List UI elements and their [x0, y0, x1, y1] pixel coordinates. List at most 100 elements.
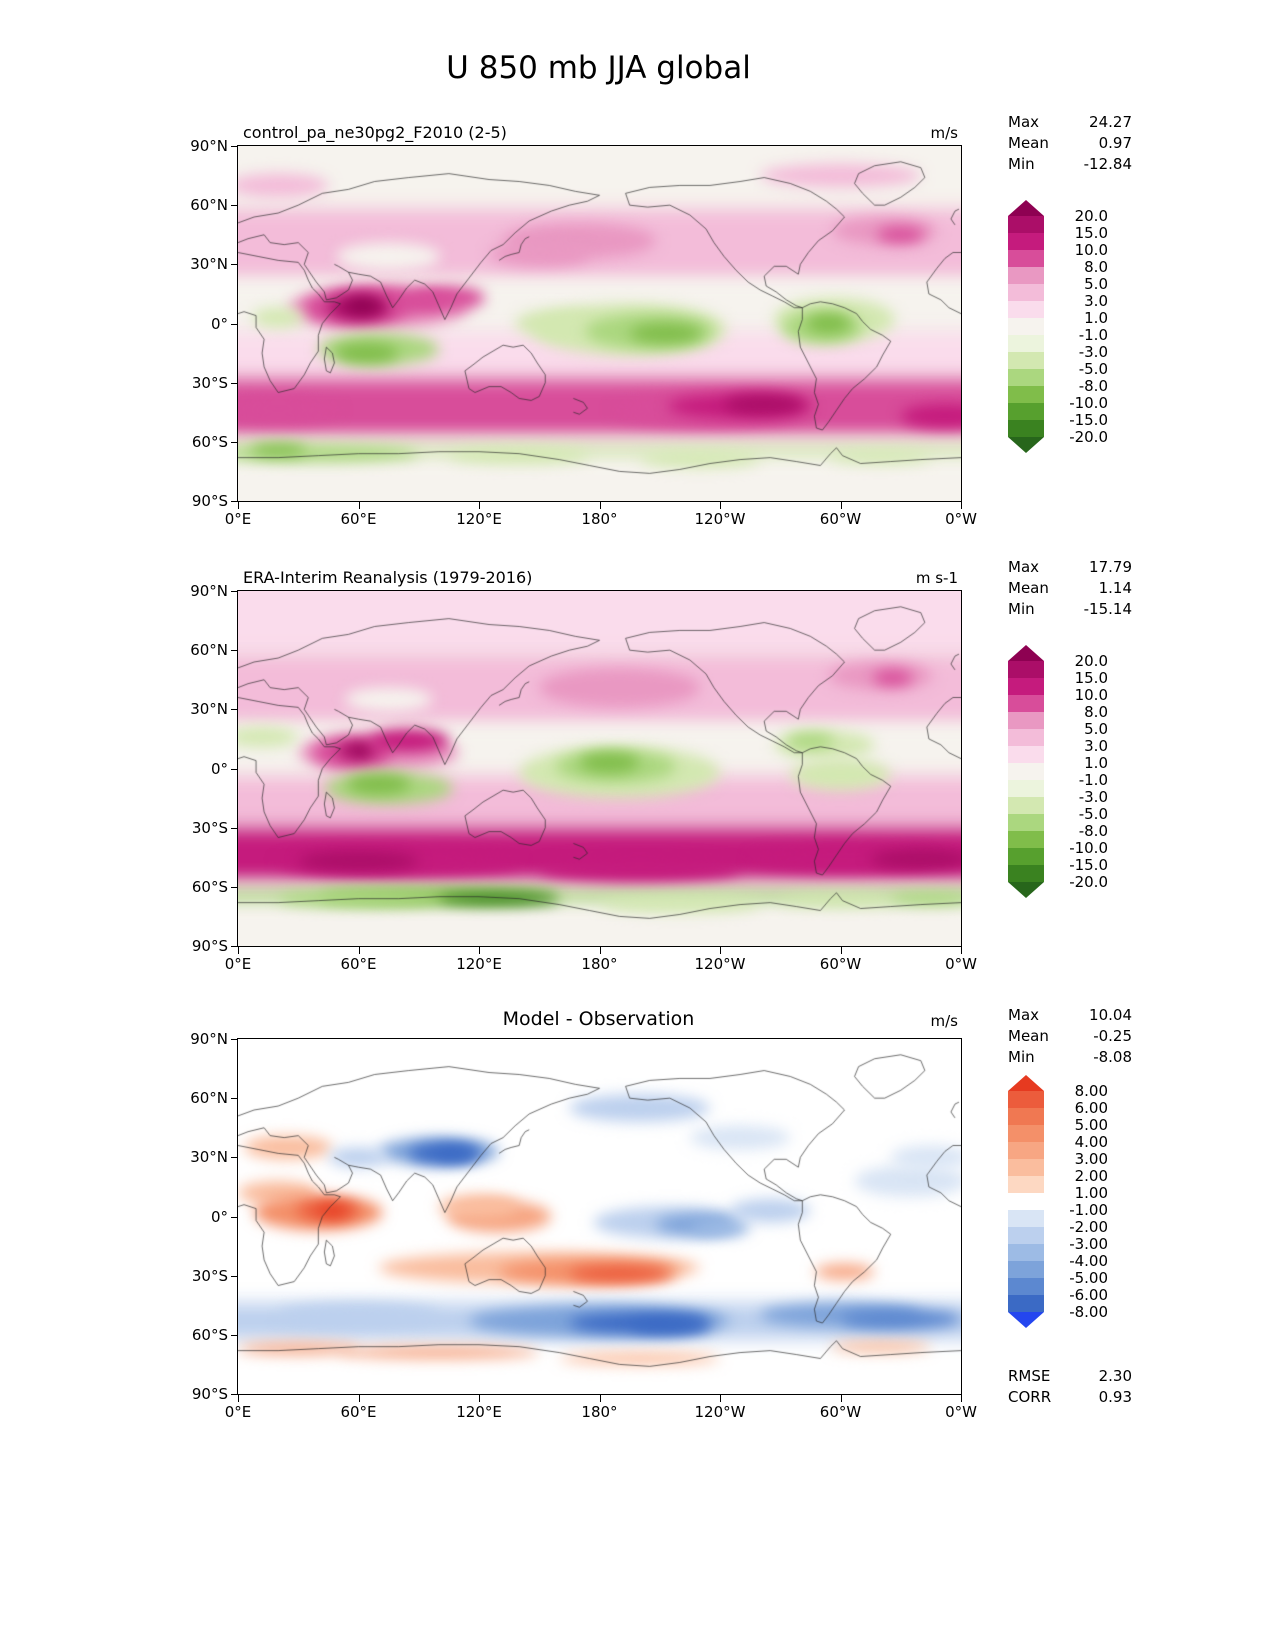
- colorbar-segment: [1008, 233, 1044, 250]
- figure-title: U 850 mb JJA global: [446, 50, 751, 86]
- panel3-title: Model - Observation: [502, 1008, 695, 1030]
- colorbar-segment: [1008, 1227, 1044, 1244]
- x-axis-tick-mark: [599, 947, 601, 954]
- y-axis-tick-mark: [231, 1157, 237, 1159]
- x-axis-tick-mark: [238, 947, 239, 954]
- y-axis-tick-label: 60°S: [191, 877, 228, 896]
- y-axis-tick-label: 60°N: [190, 641, 228, 660]
- colorbar-segment: [1008, 301, 1044, 318]
- stat-label: RMSE: [1008, 1367, 1051, 1385]
- x-axis-tick-label: 0°E: [224, 1403, 252, 1421]
- y-axis-tick-label: 30°N: [190, 255, 228, 274]
- colorbar-segment: [1008, 729, 1044, 746]
- colorbar-segment: [1008, 831, 1044, 848]
- x-axis-tick-label: 60°E: [340, 510, 377, 528]
- x-axis-tick-mark: [961, 1395, 962, 1402]
- colorbar-segment: [1008, 678, 1044, 695]
- stat-value: 0.97: [1098, 134, 1132, 152]
- y-axis-tick-label: 60°N: [190, 196, 228, 215]
- y-axis-tick-mark: [231, 886, 237, 888]
- y-axis-tick-mark: [231, 709, 237, 711]
- y-axis-tick-mark: [231, 1275, 237, 1277]
- colorbar-tick-label: 4.00: [1074, 1133, 1108, 1151]
- y-axis-tick-label: 0°: [210, 759, 228, 778]
- y-axis-tick-mark: [231, 1098, 237, 1100]
- colorbar-segment: [1008, 386, 1044, 403]
- colorbar-tick-label: 10.0: [1074, 241, 1108, 259]
- y-axis-tick-label: 90°S: [191, 937, 228, 955]
- y-axis-tick-label: 60°N: [190, 1089, 228, 1108]
- x-axis-tick-label: 0°W: [945, 510, 977, 528]
- y-axis-tick-mark: [231, 205, 237, 207]
- colorbar-tick-label: 20.0: [1074, 652, 1108, 670]
- stat-row: Mean 0.97: [1008, 133, 1132, 154]
- map-era-canvas: [238, 591, 961, 946]
- colorbar-tick-label: 1.0: [1084, 309, 1108, 327]
- y-axis-tick-mark: [231, 768, 237, 770]
- colorbar-tick-label: 8.0: [1084, 703, 1108, 721]
- stat-row: Max 10.04: [1008, 1005, 1132, 1026]
- stats-difference: Max 10.04 Mean -0.25 Min -8.08: [1008, 1005, 1132, 1068]
- stats-era: Max 17.79 Mean 1.14 Min -15.14: [1008, 557, 1132, 620]
- stat-value: 17.79: [1089, 558, 1132, 576]
- stat-label: CORR: [1008, 1388, 1052, 1406]
- colorbar-model: 20.0 15.0 10.0 8.0 5.0 3.0 1.0 -1.0 -3.0 -5.0 -8.0…: [1008, 200, 1108, 453]
- x-axis-tick-mark: [840, 947, 842, 954]
- colorbar-segment: [1008, 420, 1044, 437]
- panel2-title: ERA-Interim Reanalysis (1979-2016): [243, 568, 533, 587]
- y-axis-tick-mark: [231, 382, 237, 384]
- colorbar-tick-label: -1.0: [1078, 771, 1108, 789]
- panel3-units: m/s: [930, 1012, 958, 1030]
- x-axis-tick-label: 60°W: [819, 955, 862, 973]
- colorbar-segment: [1008, 250, 1044, 267]
- y-axis-tick-mark: [231, 1216, 237, 1218]
- colorbar-tick-label: -1.00: [1069, 1201, 1108, 1219]
- stat-value: -0.25: [1093, 1027, 1132, 1045]
- y-axis-tick-mark: [231, 650, 237, 652]
- stat-row: Min -15.14: [1008, 599, 1132, 620]
- x-axis-tick-label: 0°W: [945, 955, 977, 973]
- x-axis-tick-mark: [720, 947, 721, 954]
- x-axis-tick-label: 180°: [581, 1403, 618, 1421]
- stat-label: Max: [1008, 558, 1040, 576]
- colorbar-tick-label: 15.0: [1074, 669, 1108, 687]
- y-axis-tick-label: 30°N: [190, 700, 228, 719]
- y-axis-tick-label: 30°S: [191, 373, 228, 392]
- colorbar-segment: [1008, 645, 1044, 661]
- y-axis-tick-mark: [231, 1394, 237, 1395]
- colorbar-segment: [1008, 882, 1044, 898]
- stat-value: 0.93: [1098, 1388, 1132, 1406]
- colorbar-segment: [1008, 695, 1044, 712]
- map-difference-canvas: [238, 1039, 961, 1394]
- colorbar-tick-label: 10.0: [1074, 686, 1108, 704]
- x-axis-tick-label: 120°E: [456, 1403, 502, 1421]
- colorbar-segment: [1008, 865, 1044, 882]
- y-axis-tick-mark: [231, 591, 237, 592]
- colorbar-segment: [1008, 1108, 1044, 1125]
- colorbar-segment: [1008, 814, 1044, 831]
- y-axis-tick-label: 30°N: [190, 1148, 228, 1167]
- colorbar-tick-label: -8.0: [1078, 822, 1108, 840]
- stat-row: Mean -0.25: [1008, 1026, 1132, 1047]
- stat-label: Min: [1008, 1048, 1035, 1066]
- x-axis-tick-mark: [479, 1395, 480, 1402]
- colorbar-tick-label: -3.0: [1078, 343, 1108, 361]
- colorbar-difference: 8.00 6.00 5.00 4.00 3.00 2.00 1.00 -1.00 -2.00 -3…: [1008, 1075, 1108, 1328]
- x-axis-tick-mark: [961, 947, 962, 954]
- colorbar-segment: [1008, 335, 1044, 352]
- colorbar-segment: [1008, 780, 1044, 797]
- colorbar-tick-label: 5.00: [1074, 1116, 1108, 1134]
- y-axis-tick-mark: [231, 1039, 237, 1040]
- colorbar-segment: [1008, 403, 1044, 420]
- colorbar-tick-label: 1.00: [1074, 1184, 1108, 1202]
- colorbar-tick-label: 5.0: [1084, 275, 1108, 293]
- colorbar-segment: [1008, 1091, 1044, 1108]
- colorbar-tick-label: -1.0: [1078, 326, 1108, 344]
- map-era-interim: 90°N 60°N 30°N 0° 30°S 60°S 90°S 0°E 60°E 120°E 18…: [190, 583, 977, 973]
- map-difference: 90°N 60°N 30°N 0° 30°S 60°S 90°S 0°E 60°E 120°E 18…: [190, 1031, 977, 1421]
- stat-row: CORR 0.93: [1008, 1387, 1132, 1408]
- y-axis-tick-mark: [231, 264, 237, 266]
- colorbar-segment: [1008, 1075, 1044, 1091]
- colorbar-tick-label: 20.0: [1074, 207, 1108, 225]
